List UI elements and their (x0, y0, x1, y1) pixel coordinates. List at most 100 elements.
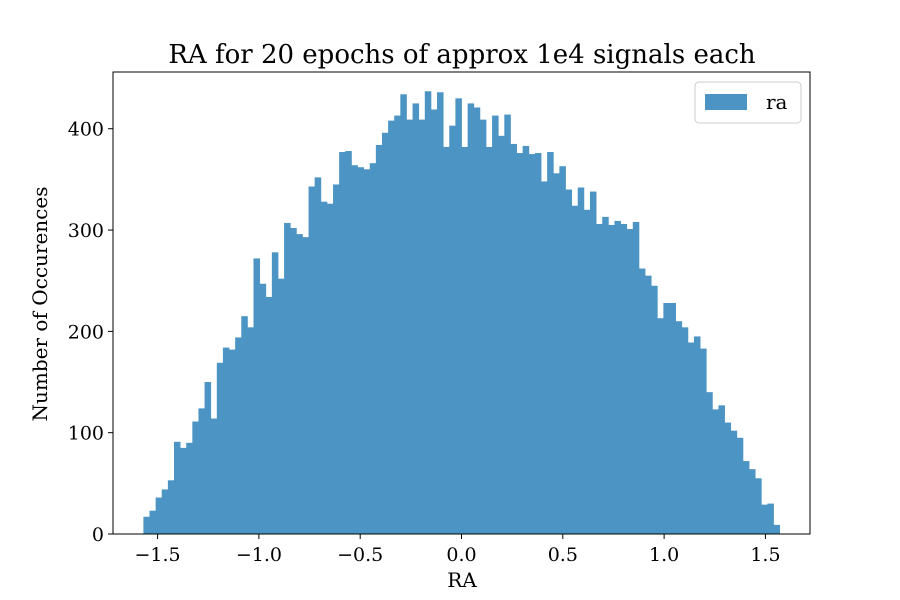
histogram-bar (626, 229, 634, 534)
x-tick-label: 0.5 (548, 544, 578, 566)
histogram-bars (143, 91, 781, 535)
histogram-bar (657, 318, 664, 534)
histogram-bar (528, 154, 536, 534)
x-axis-ticks: −1.5 −1.0 −0.5 0.0 0.5 1.0 1.5 (135, 534, 781, 566)
histogram-bar (296, 234, 303, 534)
histogram-bar (229, 349, 236, 534)
histogram-bar (339, 152, 346, 534)
histogram-bar (547, 152, 554, 534)
histogram-bar (596, 223, 603, 534)
histogram-bar (492, 115, 499, 534)
histogram-bar (510, 143, 517, 534)
histogram-bar (669, 303, 677, 534)
histogram-bar (247, 327, 254, 534)
histogram-bar (565, 189, 573, 535)
histogram-bar (504, 114, 511, 534)
y-tick-label: 0 (92, 524, 104, 546)
histogram-bar (749, 469, 756, 534)
y-tick-label: 300 (68, 220, 104, 242)
histogram-bar (455, 98, 462, 534)
histogram-bar (443, 146, 450, 534)
histogram-bar (290, 228, 297, 535)
histogram-bar (589, 191, 597, 535)
histogram-bar (143, 516, 150, 534)
histogram-bar (375, 144, 383, 534)
histogram-bar (314, 177, 322, 535)
histogram-bar (363, 169, 371, 534)
histogram-bar (173, 441, 181, 534)
histogram-bar (351, 165, 358, 535)
legend-label-ra: ra (766, 90, 788, 114)
histogram-bar (706, 392, 713, 534)
histogram-bar (320, 201, 328, 534)
histogram-bar (461, 146, 469, 534)
histogram-bar (479, 119, 487, 535)
histogram-bar (302, 237, 309, 535)
histogram-bar (357, 167, 365, 534)
histogram-bar (271, 252, 279, 534)
histogram-bar (222, 347, 230, 534)
histogram-bar (161, 489, 169, 534)
histogram-bar (216, 362, 224, 534)
histogram-bar (767, 503, 774, 534)
histogram-bar (602, 216, 609, 534)
histogram-bar (534, 153, 542, 535)
histogram-bar (620, 223, 628, 534)
x-tick-label: 1.0 (649, 544, 679, 566)
histogram-bar (430, 109, 438, 534)
histogram-bar (608, 224, 615, 534)
histogram-bar (675, 321, 683, 534)
x-tick-label: −1.5 (135, 544, 181, 566)
histogram-bar (761, 504, 768, 534)
histogram-bar (241, 316, 248, 534)
histogram-bar (381, 132, 389, 534)
histogram-bar (559, 166, 566, 534)
histogram-bar (645, 275, 652, 534)
histogram-bar (204, 382, 212, 534)
histogram-bar (437, 92, 444, 535)
y-tick-label: 400 (68, 119, 104, 141)
histogram-bar (277, 278, 285, 534)
histogram-bar (265, 296, 273, 534)
histogram-bar (400, 94, 407, 534)
histogram-bar (186, 442, 193, 534)
y-tick-label: 100 (68, 423, 104, 445)
x-tick-label: −1.0 (236, 544, 282, 566)
histogram-bar (693, 336, 701, 534)
histogram-bar (424, 91, 432, 534)
histogram-bar (406, 119, 413, 535)
histogram-bar (167, 480, 175, 534)
histogram-bar (308, 186, 316, 534)
histogram-bar (577, 187, 585, 534)
histogram-bar (418, 119, 426, 535)
histogram-bar (235, 337, 242, 534)
x-tick-label: −0.5 (337, 544, 383, 566)
histogram-bar (687, 342, 695, 534)
histogram-bar (718, 405, 725, 534)
histogram-bar (473, 107, 481, 535)
histogram-bar (638, 268, 646, 534)
histogram-bar (180, 447, 187, 534)
x-tick-label: 1.5 (750, 544, 780, 566)
histogram-bar (742, 461, 750, 534)
histogram-bar (663, 303, 670, 534)
histogram-bar (712, 409, 719, 534)
histogram-bar (730, 430, 738, 534)
histogram-bar (345, 151, 352, 535)
histogram-bar (516, 153, 524, 535)
histogram-bar (198, 408, 205, 534)
histogram-bar (651, 285, 658, 534)
histogram-bar (210, 418, 218, 534)
legend-box (694, 81, 802, 124)
histogram-bar (149, 510, 157, 534)
histogram-bar (467, 103, 475, 534)
histogram-bar (773, 524, 781, 534)
histogram-bar (333, 184, 340, 535)
histogram-bar (192, 421, 199, 534)
histogram-bar (681, 327, 689, 534)
histogram-bar (522, 145, 530, 535)
histogram-bar (253, 258, 261, 534)
histogram-bar (541, 181, 548, 534)
histogram-bar (498, 135, 505, 534)
